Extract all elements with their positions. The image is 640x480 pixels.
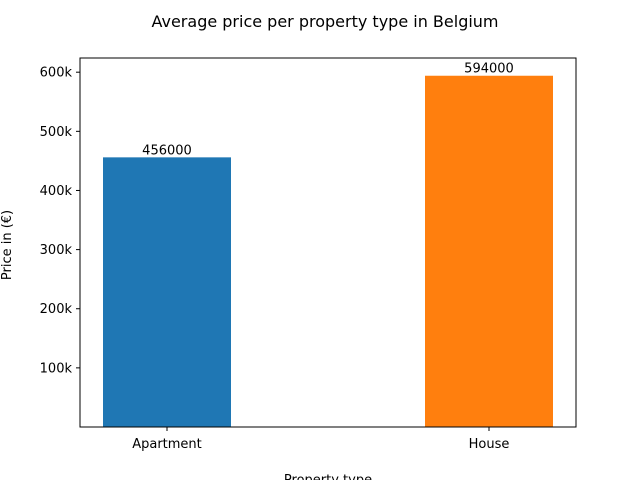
- y-tick-label: 400k: [40, 184, 73, 199]
- y-tick-label: 500k: [40, 125, 73, 140]
- y-tick-label: 100k: [40, 361, 73, 376]
- data-label: 456000: [142, 143, 192, 158]
- y-tick-label: 600k: [40, 66, 73, 81]
- y-tick-label: 200k: [40, 302, 73, 317]
- bar-house: [425, 75, 553, 428]
- x-tick-label: House: [469, 437, 510, 452]
- data-labels-layer: 456000 594000: [142, 62, 514, 159]
- y-axis-title: Price in (€): [0, 210, 15, 280]
- chart-title: Average price per property type in Belgi…: [151, 12, 498, 31]
- x-axis: Apartment House: [132, 427, 509, 452]
- x-tick-label: Apartment: [132, 437, 202, 452]
- x-axis-title: Property type: [284, 473, 372, 480]
- bars-layer: [103, 75, 553, 428]
- plot-frame: [79, 57, 577, 428]
- y-tick-label: 300k: [40, 243, 73, 258]
- data-label: 594000: [464, 62, 514, 77]
- bar-apartment: [103, 157, 231, 427]
- y-axis: 100k 200k 300k 400k 500k 600k: [40, 66, 80, 376]
